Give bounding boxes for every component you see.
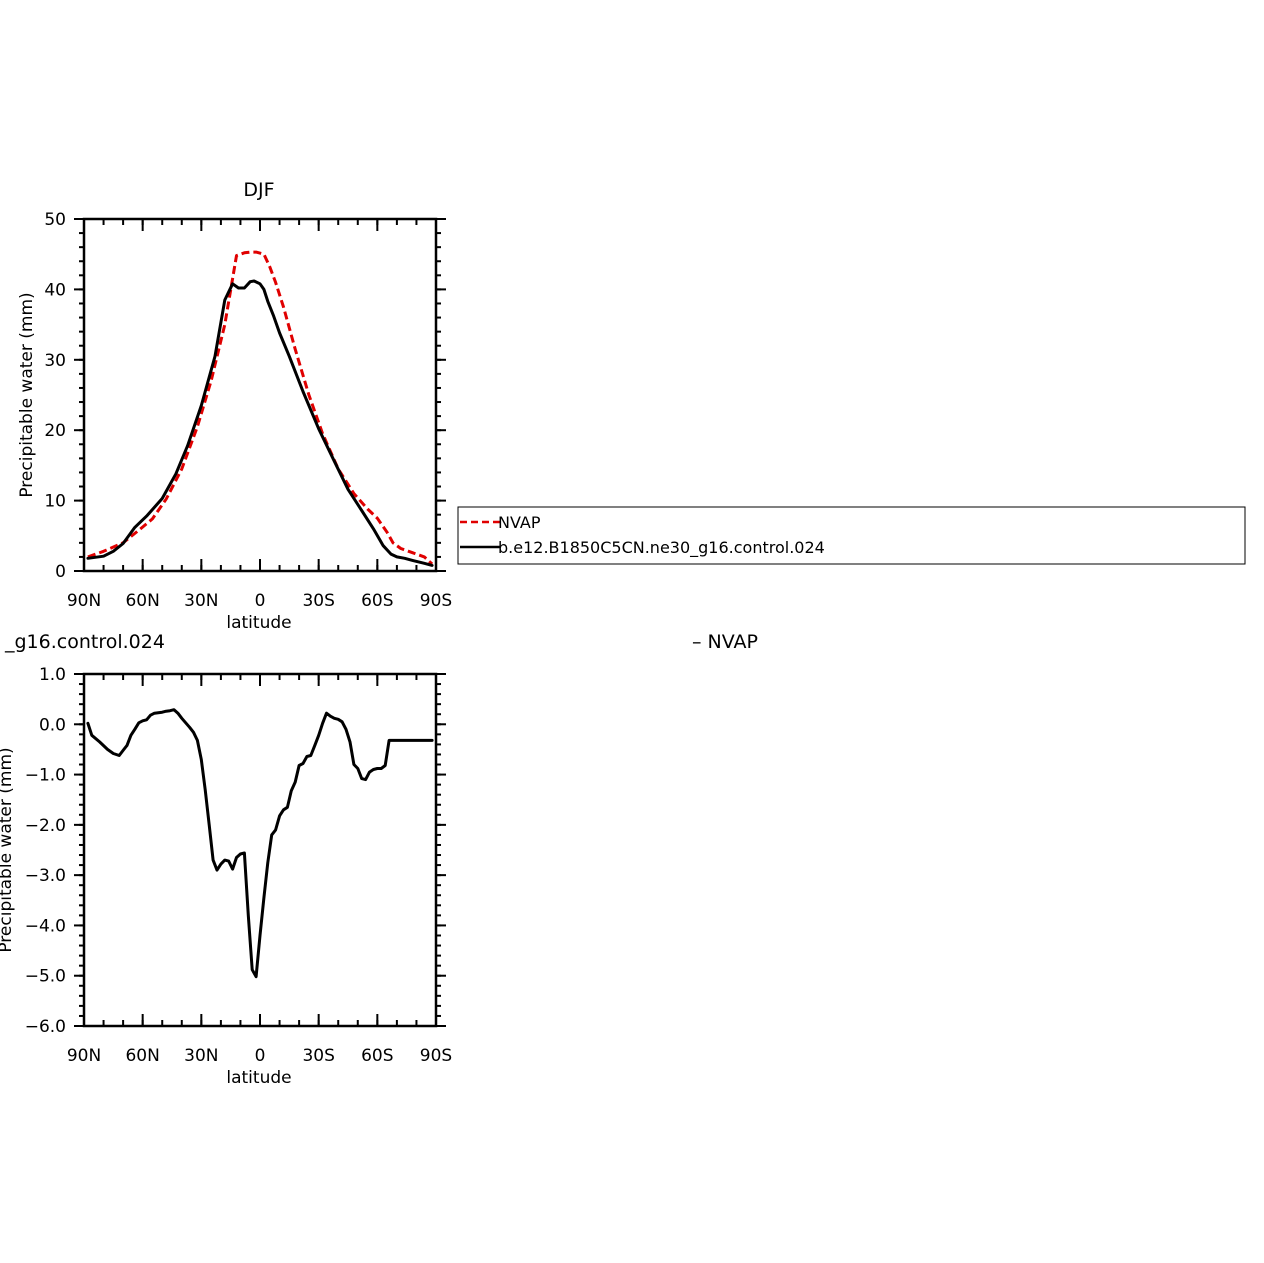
x-tick-label: 0 bbox=[255, 1046, 266, 1066]
y-tick-label: 0.0 bbox=[39, 715, 66, 735]
x-tick-label: 0 bbox=[255, 591, 266, 611]
x-tick-label: 30N bbox=[184, 591, 218, 611]
x-tick-label: 30N bbox=[184, 1046, 218, 1066]
y-tick-label: −3.0 bbox=[25, 866, 66, 886]
series-line-nvap bbox=[87, 250, 434, 566]
x-tick-label: 60N bbox=[125, 591, 159, 611]
top-panel-x-axis-label: latitude bbox=[226, 613, 291, 633]
y-tick-label: −5.0 bbox=[25, 967, 66, 987]
legend: NVAP b.e12.B1850C5CN.ne30_g16.control.02… bbox=[457, 506, 1246, 565]
x-tick-label: 60S bbox=[361, 1046, 393, 1066]
bottom-panel-subtitle: – NVAP bbox=[692, 631, 758, 653]
y-tick-label: −4.0 bbox=[25, 916, 66, 936]
y-tick-label: 1.0 bbox=[39, 665, 66, 685]
bottom-panel-y-axis-label: Precipitable water (mm) bbox=[0, 747, 16, 952]
bottom-panel-x-axis-label: latitude bbox=[226, 1068, 291, 1088]
series-line bbox=[86, 708, 434, 979]
x-tick-label: 90S bbox=[420, 591, 452, 611]
y-tick-label: 50 bbox=[44, 210, 66, 230]
y-tick-label: −6.0 bbox=[25, 1017, 66, 1037]
x-tick-label: 30S bbox=[302, 591, 334, 611]
x-tick-label: 90S bbox=[420, 1046, 452, 1066]
y-tick-label: 20 bbox=[44, 421, 66, 441]
top-panel-ticks: 90N 60N 30N 0 30S 60S 90S 0 10 20 30 40 50 bbox=[44, 210, 452, 611]
top-panel-title: DJF bbox=[243, 179, 274, 201]
y-tick-label: 30 bbox=[44, 351, 66, 371]
y-tick-label: −2.0 bbox=[25, 816, 66, 836]
bottom-panel-title: _g16.control.024 bbox=[4, 631, 165, 653]
x-tick-label: 60N bbox=[125, 1046, 159, 1066]
x-tick-label: 30S bbox=[302, 1046, 334, 1066]
legend-model-label: b.e12.B1850C5CN.ne30_g16.control.024 bbox=[498, 538, 825, 558]
bottom-panel-plot-area bbox=[86, 708, 434, 979]
top-panel-plot-area bbox=[86, 250, 434, 567]
series-line-model bbox=[86, 279, 434, 567]
y-tick-label: −1.0 bbox=[25, 766, 66, 786]
x-tick-label: 90N bbox=[67, 1046, 101, 1066]
bottom-panel-ticks: 90N 60N 30N 0 30S 60S 90S 1.0 0.0 −1.0 −2.0 −3.0 −4.… bbox=[25, 665, 453, 1066]
y-tick-label: 10 bbox=[44, 492, 66, 512]
x-tick-label: 60S bbox=[361, 591, 393, 611]
x-tick-label: 90N bbox=[67, 591, 101, 611]
legend-nvap-label: NVAP bbox=[498, 513, 541, 532]
plot-frame bbox=[82, 217, 438, 573]
legend-box bbox=[457, 506, 1246, 565]
top-panel-y-axis-label: Precipitable water (mm) bbox=[17, 292, 37, 497]
top-panel: DJF 90N 60N 30N 0 30S 60S 90S 0 10 20 30 40 50 latit… bbox=[17, 179, 452, 633]
y-tick-label: 40 bbox=[44, 280, 66, 300]
y-tick-label: 0 bbox=[55, 562, 66, 582]
bottom-panel: _g16.control.024 – NVAP 90N 60N 30N 0 30S 60S… bbox=[0, 631, 758, 1088]
